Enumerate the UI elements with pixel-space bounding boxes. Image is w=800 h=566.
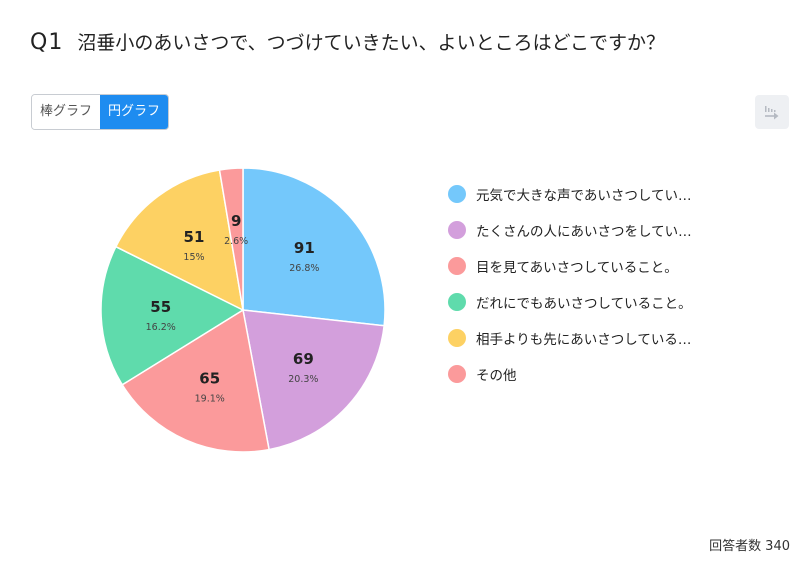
legend-label: 目を見てあいさつしていること。 bbox=[476, 260, 678, 276]
chart-type-toggle: 棒グラフ 円グラフ bbox=[31, 94, 170, 130]
question-text: 沼垂小のあいさつで、つづけていきたい、よいところはどこですか？ bbox=[77, 32, 665, 54]
pie-slice bbox=[218, 167, 244, 311]
pie-slice bbox=[242, 167, 386, 327]
export-download-icon bbox=[765, 106, 779, 120]
slice-value-label: 9 bbox=[231, 212, 241, 230]
slice-value-label: 91 bbox=[294, 239, 315, 257]
legend-color-swatch bbox=[448, 293, 466, 311]
respondent-count-label: 回答者数 bbox=[709, 539, 762, 554]
legend-label: その他 bbox=[476, 368, 517, 384]
question-number: Q1 bbox=[30, 30, 64, 55]
slice-percent-label: 19.1% bbox=[195, 393, 225, 404]
legend-item[interactable]: たくさんの人にあいさつをしてい… bbox=[448, 212, 692, 248]
tab-pie-chart[interactable]: 円グラフ bbox=[100, 95, 169, 129]
slice-value-label: 55 bbox=[150, 298, 171, 316]
slice-value-label: 51 bbox=[184, 228, 205, 246]
question-header: Q1 沼垂小のあいさつで、つづけていきたい、よいところはどこですか？ bbox=[30, 28, 665, 55]
slice-percent-label: 15% bbox=[183, 252, 204, 263]
legend-color-swatch bbox=[448, 185, 466, 203]
legend-label: だれにでもあいさつしていること。 bbox=[476, 296, 692, 312]
respondent-count: 回答者数 340 bbox=[709, 535, 790, 554]
legend-color-swatch bbox=[448, 257, 466, 275]
legend-label: 元気で大きな声であいさつしてい… bbox=[476, 188, 692, 204]
chart-legend: 元気で大きな声であいさつしてい… たくさんの人にあいさつをしてい… 目を見てあいさつ… bbox=[448, 176, 692, 392]
slice-value-label: 65 bbox=[199, 369, 220, 387]
legend-color-swatch bbox=[448, 329, 466, 347]
legend-item[interactable]: 相手よりも先にあいさつしている… bbox=[448, 320, 692, 356]
legend-item[interactable]: だれにでもあいさつしていること。 bbox=[448, 284, 692, 320]
pie-slice bbox=[114, 169, 244, 312]
export-button[interactable] bbox=[755, 95, 789, 129]
slice-percent-label: 26.8% bbox=[289, 263, 319, 274]
slice-percent-label: 2.6% bbox=[224, 236, 248, 247]
legend-item[interactable]: その他 bbox=[448, 356, 692, 392]
slice-value-label: 69 bbox=[293, 350, 314, 368]
pie-slice bbox=[100, 245, 245, 386]
respondent-count-value: 340 bbox=[765, 539, 790, 554]
legend-color-swatch bbox=[448, 365, 466, 383]
legend-item[interactable]: 目を見てあいさつしていること。 bbox=[448, 248, 692, 284]
slice-percent-label: 20.3% bbox=[288, 374, 318, 385]
legend-label: たくさんの人にあいさつをしてい… bbox=[476, 224, 692, 240]
slice-percent-label: 16.2% bbox=[146, 322, 176, 333]
tab-bar-chart[interactable]: 棒グラフ bbox=[32, 95, 101, 129]
legend-label: 相手よりも先にあいさつしている… bbox=[476, 332, 692, 348]
pie-slice bbox=[121, 308, 270, 453]
pie-slice bbox=[242, 309, 385, 451]
legend-item[interactable]: 元気で大きな声であいさつしてい… bbox=[448, 176, 692, 212]
pie-chart: 91 26.8% 69 20.3% 65 19.1% 55 16.2% 51 15% 9 2.6% bbox=[100, 167, 386, 453]
legend-color-swatch bbox=[448, 221, 466, 239]
